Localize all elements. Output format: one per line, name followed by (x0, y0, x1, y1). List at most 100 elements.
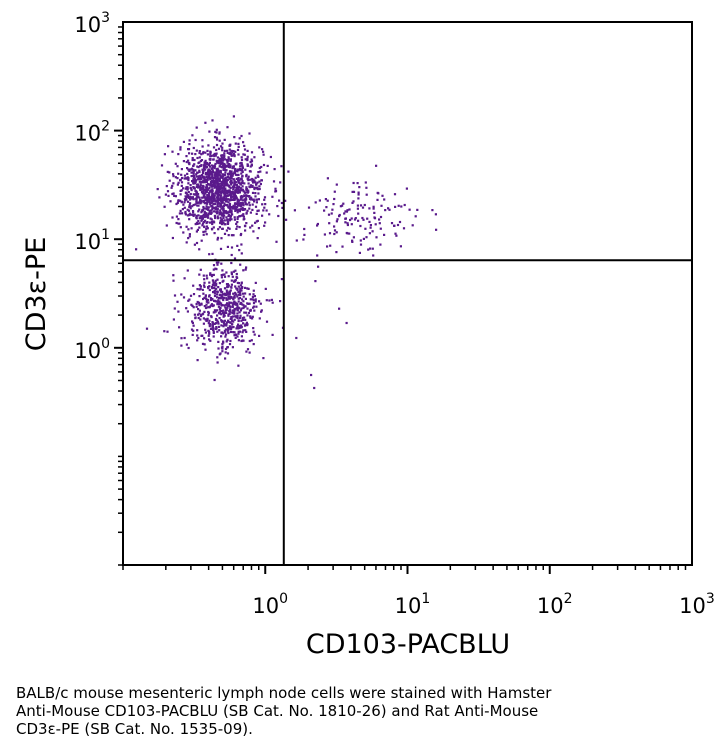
event-dot (398, 220, 402, 224)
event-dot (356, 207, 359, 210)
event-dot (205, 297, 208, 300)
event-dot (191, 171, 194, 174)
event-dot (244, 268, 247, 271)
event-dot (217, 162, 220, 165)
event-dot (209, 273, 212, 276)
event-dot (135, 248, 138, 251)
event-dot (171, 216, 174, 219)
event-dot (358, 186, 361, 189)
event-dot (197, 220, 200, 223)
event-dot (204, 295, 207, 298)
event-dot (247, 195, 250, 198)
event-dot (210, 171, 213, 174)
event-dot (188, 169, 191, 172)
event-dot (210, 164, 213, 167)
event-dot (378, 222, 381, 225)
event-dot (216, 278, 219, 281)
event-dot (233, 218, 236, 221)
event-dot (393, 193, 397, 196)
event-dot (229, 159, 232, 162)
event-dot (221, 176, 224, 179)
event-dot (203, 281, 206, 284)
event-dot (220, 335, 223, 338)
event-dot (184, 213, 188, 216)
event-dot (245, 173, 248, 176)
event-dot (222, 187, 225, 190)
event-dot (208, 200, 211, 204)
event-dot (219, 145, 223, 148)
event-dot (217, 190, 220, 193)
event-dot (237, 142, 240, 145)
event-dot (224, 335, 227, 338)
event-dot (295, 336, 298, 340)
event-dot (166, 330, 169, 333)
event-dot (346, 209, 349, 212)
event-dot (212, 195, 215, 198)
event-dot (221, 227, 224, 230)
event-dot (212, 165, 215, 168)
y-tick-label: 103 (74, 10, 110, 37)
event-dot (241, 189, 244, 192)
event-dot (351, 240, 354, 243)
event-dot (195, 126, 198, 129)
event-dot (229, 207, 232, 210)
event-dot (252, 302, 256, 305)
event-dot (220, 154, 223, 157)
event-dot (201, 218, 204, 221)
event-dot (218, 165, 222, 168)
event-dot (246, 191, 249, 194)
x-tick-labels: 100 101 102 103 (252, 591, 714, 618)
event-dot (224, 194, 227, 197)
event-dot (214, 130, 217, 133)
event-dot (240, 134, 243, 138)
event-dot (212, 171, 215, 174)
event-dot (264, 221, 267, 224)
event-dot (327, 213, 331, 216)
event-dot (204, 306, 208, 310)
event-dot (236, 200, 239, 203)
event-dot (221, 161, 224, 164)
event-dot (239, 195, 242, 198)
event-dot (204, 151, 207, 154)
event-dot (205, 274, 208, 277)
event-dot (230, 315, 233, 319)
event-dot (234, 336, 237, 339)
event-dot (195, 302, 198, 306)
event-dot (218, 300, 221, 303)
event-dot (219, 182, 222, 185)
event-dot (197, 308, 200, 311)
event-dot (216, 238, 219, 241)
event-dot (209, 272, 212, 275)
event-dot (213, 202, 216, 206)
event-dot (215, 136, 218, 139)
event-dot (183, 177, 186, 180)
event-dot (215, 169, 218, 172)
event-dot (210, 218, 213, 221)
event-dot (235, 333, 238, 336)
event-dot (205, 205, 208, 208)
event-dot (226, 204, 229, 207)
event-dot (357, 197, 360, 200)
event-dot (226, 165, 229, 168)
event-dot (229, 158, 232, 161)
event-dot (216, 361, 219, 364)
caption-line: CD3ε-PE (SB Cat. No. 1535-09). (16, 720, 253, 738)
event-dot (255, 305, 258, 308)
event-dot (233, 294, 236, 297)
event-dot (277, 214, 280, 218)
event-dot (221, 212, 224, 215)
event-dot (175, 215, 178, 218)
event-dot (246, 149, 249, 152)
event-dot (206, 149, 209, 152)
event-dot (212, 335, 215, 338)
event-dot (236, 288, 239, 291)
event-dot (208, 332, 211, 335)
event-dot (216, 174, 219, 177)
event-dot (224, 328, 227, 331)
event-dot (222, 185, 225, 188)
event-dot (158, 196, 161, 199)
event-dot (195, 217, 198, 220)
event-dot (241, 318, 244, 321)
event-dot (228, 308, 232, 311)
event-dot (224, 211, 227, 214)
